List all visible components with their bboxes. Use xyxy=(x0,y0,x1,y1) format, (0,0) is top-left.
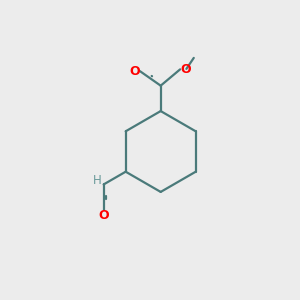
Text: O: O xyxy=(130,64,140,78)
Text: H: H xyxy=(93,175,102,188)
Text: O: O xyxy=(180,63,190,76)
Text: O: O xyxy=(98,209,109,222)
